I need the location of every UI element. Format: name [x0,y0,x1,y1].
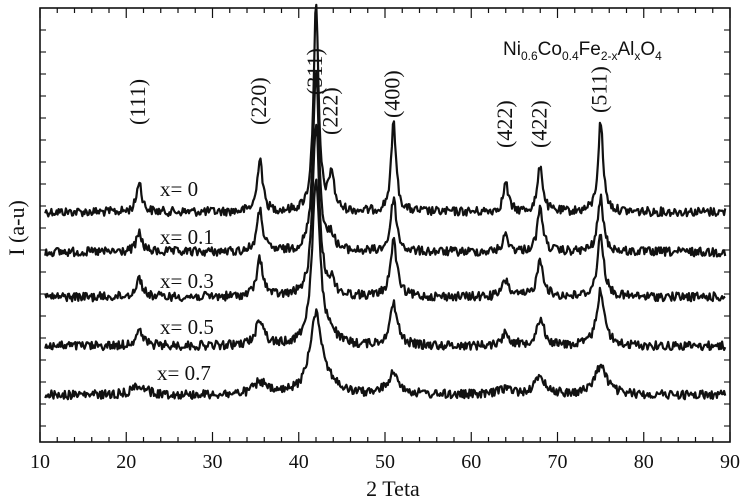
peak-label: (222) [318,87,343,135]
series-label: x= 0.1 [160,225,214,249]
formula-element: Al [617,39,634,60]
peak-label: (111) [125,79,150,125]
peak-labels: (111) (220) (311)(222) (400) (422) (422) (511) [125,48,611,148]
x-tick-label: 20 [116,451,136,473]
formula-element: Co [538,39,562,60]
x-tick-label: 60 [461,451,481,473]
peak-label: (220) [246,77,271,125]
y-axis-title: I (a-u) [4,200,29,256]
series-label: x= 0 [160,177,198,201]
formula-element: Ni [503,39,521,60]
peak-label: (400) [380,70,405,118]
formula-subscript: 2-x [601,49,618,63]
xrd-trace [44,308,727,401]
formula-subscript: x [634,49,640,63]
peak-label: (311) [302,48,327,95]
xrd-trace [44,3,727,218]
xrd-trace [44,70,727,258]
peak-label: (511) [587,66,612,113]
x-tick-label: 30 [203,451,223,473]
formula-element: O [640,39,655,60]
x-tick-label: 80 [634,451,654,473]
formula-element: Fe [579,39,601,60]
x-tick-label: 50 [375,451,395,473]
peak-label: (422) [492,100,517,148]
x-axis-title: 2 Teta [366,476,420,501]
formula-subscript: 0.4 [562,49,579,63]
series-label: x= 0.7 [157,361,211,385]
x-tick-label: 70 [548,451,568,473]
xrd-traces [44,3,727,401]
x-tick-label: 90 [720,451,740,473]
x-tick-label: 40 [289,451,309,473]
composition-formula: Ni0.6Co0.4Fe2-xAlxO4 [503,39,662,63]
peak-label: (422) [526,100,551,148]
x-axis-ticks: 10 20 30 40 50 60 70 80 90 [30,8,740,473]
formula-subscript: 0.6 [521,49,538,63]
series-labels: x= 0 x= 0.1 x= 0.3 x= 0.5 x= 0.7 [157,177,214,385]
series-label: x= 0.3 [160,269,214,293]
xrd-trace [44,178,727,352]
series-label: x= 0.5 [160,315,214,339]
xrd-trace [44,123,726,303]
x-tick-label: 10 [30,451,50,473]
formula-subscript: 4 [655,49,662,63]
